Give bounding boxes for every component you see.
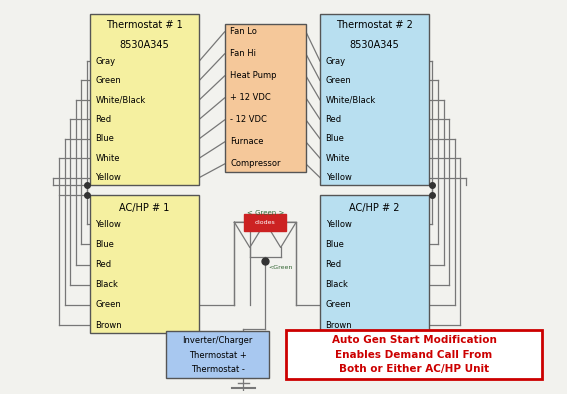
Text: Green: Green — [325, 301, 352, 310]
Text: 8530A345: 8530A345 — [350, 40, 400, 50]
Text: < Green >: < Green > — [247, 210, 284, 216]
Text: Green: Green — [95, 76, 121, 85]
Text: Blue: Blue — [325, 134, 345, 143]
FancyBboxPatch shape — [90, 15, 199, 185]
Text: AC/HP # 1: AC/HP # 1 — [120, 203, 170, 213]
Text: White/Black: White/Black — [95, 95, 146, 104]
Text: Yellow: Yellow — [95, 173, 121, 182]
Text: Black: Black — [325, 280, 349, 289]
Text: Thermostat +: Thermostat + — [189, 351, 247, 360]
Text: Yellow: Yellow — [325, 173, 352, 182]
Text: Blue: Blue — [95, 134, 115, 143]
Text: White: White — [95, 154, 120, 163]
Text: + 12 VDC: + 12 VDC — [230, 93, 271, 102]
Text: Furnace: Furnace — [230, 138, 264, 147]
Text: Inverter/Charger: Inverter/Charger — [183, 336, 253, 345]
Text: Gray: Gray — [95, 57, 116, 65]
Text: Auto Gen Start Modification
Enables Demand Call From
Both or Either AC/HP Unit: Auto Gen Start Modification Enables Dema… — [332, 335, 497, 374]
Text: Brown: Brown — [95, 321, 122, 330]
Text: Thermostat # 1: Thermostat # 1 — [106, 20, 183, 30]
Text: diodes: diodes — [255, 220, 276, 225]
Text: 8530A345: 8530A345 — [120, 40, 170, 50]
Text: Thermostat -: Thermostat - — [191, 365, 244, 374]
Text: Thermostat # 2: Thermostat # 2 — [336, 20, 413, 30]
FancyBboxPatch shape — [244, 214, 286, 231]
FancyBboxPatch shape — [286, 330, 541, 379]
Text: Red: Red — [325, 260, 342, 269]
Text: - 12 VDC: - 12 VDC — [230, 115, 267, 125]
Text: Fan Hi: Fan Hi — [230, 49, 256, 58]
Text: Blue: Blue — [325, 240, 345, 249]
Text: Red: Red — [325, 115, 342, 124]
Text: Green: Green — [325, 76, 352, 85]
Text: Yellow: Yellow — [325, 220, 352, 229]
Text: Gray: Gray — [325, 57, 346, 65]
Text: <Green: <Green — [268, 265, 293, 270]
Text: Yellow: Yellow — [95, 220, 121, 229]
Text: Compressor: Compressor — [230, 160, 281, 169]
FancyBboxPatch shape — [90, 195, 199, 333]
Text: White/Black: White/Black — [325, 95, 376, 104]
Text: Blue: Blue — [95, 240, 115, 249]
Text: Fan Lo: Fan Lo — [230, 28, 257, 36]
Text: White: White — [325, 154, 350, 163]
Text: Brown: Brown — [325, 321, 352, 330]
Text: Red: Red — [95, 115, 112, 124]
FancyBboxPatch shape — [166, 331, 269, 377]
Text: AC/HP # 2: AC/HP # 2 — [349, 203, 400, 213]
FancyBboxPatch shape — [320, 195, 429, 333]
Text: Black: Black — [95, 280, 119, 289]
Text: Green: Green — [95, 301, 121, 310]
FancyBboxPatch shape — [225, 24, 306, 172]
Text: Red: Red — [95, 260, 112, 269]
FancyBboxPatch shape — [320, 15, 429, 185]
Text: Heat Pump: Heat Pump — [230, 71, 277, 80]
